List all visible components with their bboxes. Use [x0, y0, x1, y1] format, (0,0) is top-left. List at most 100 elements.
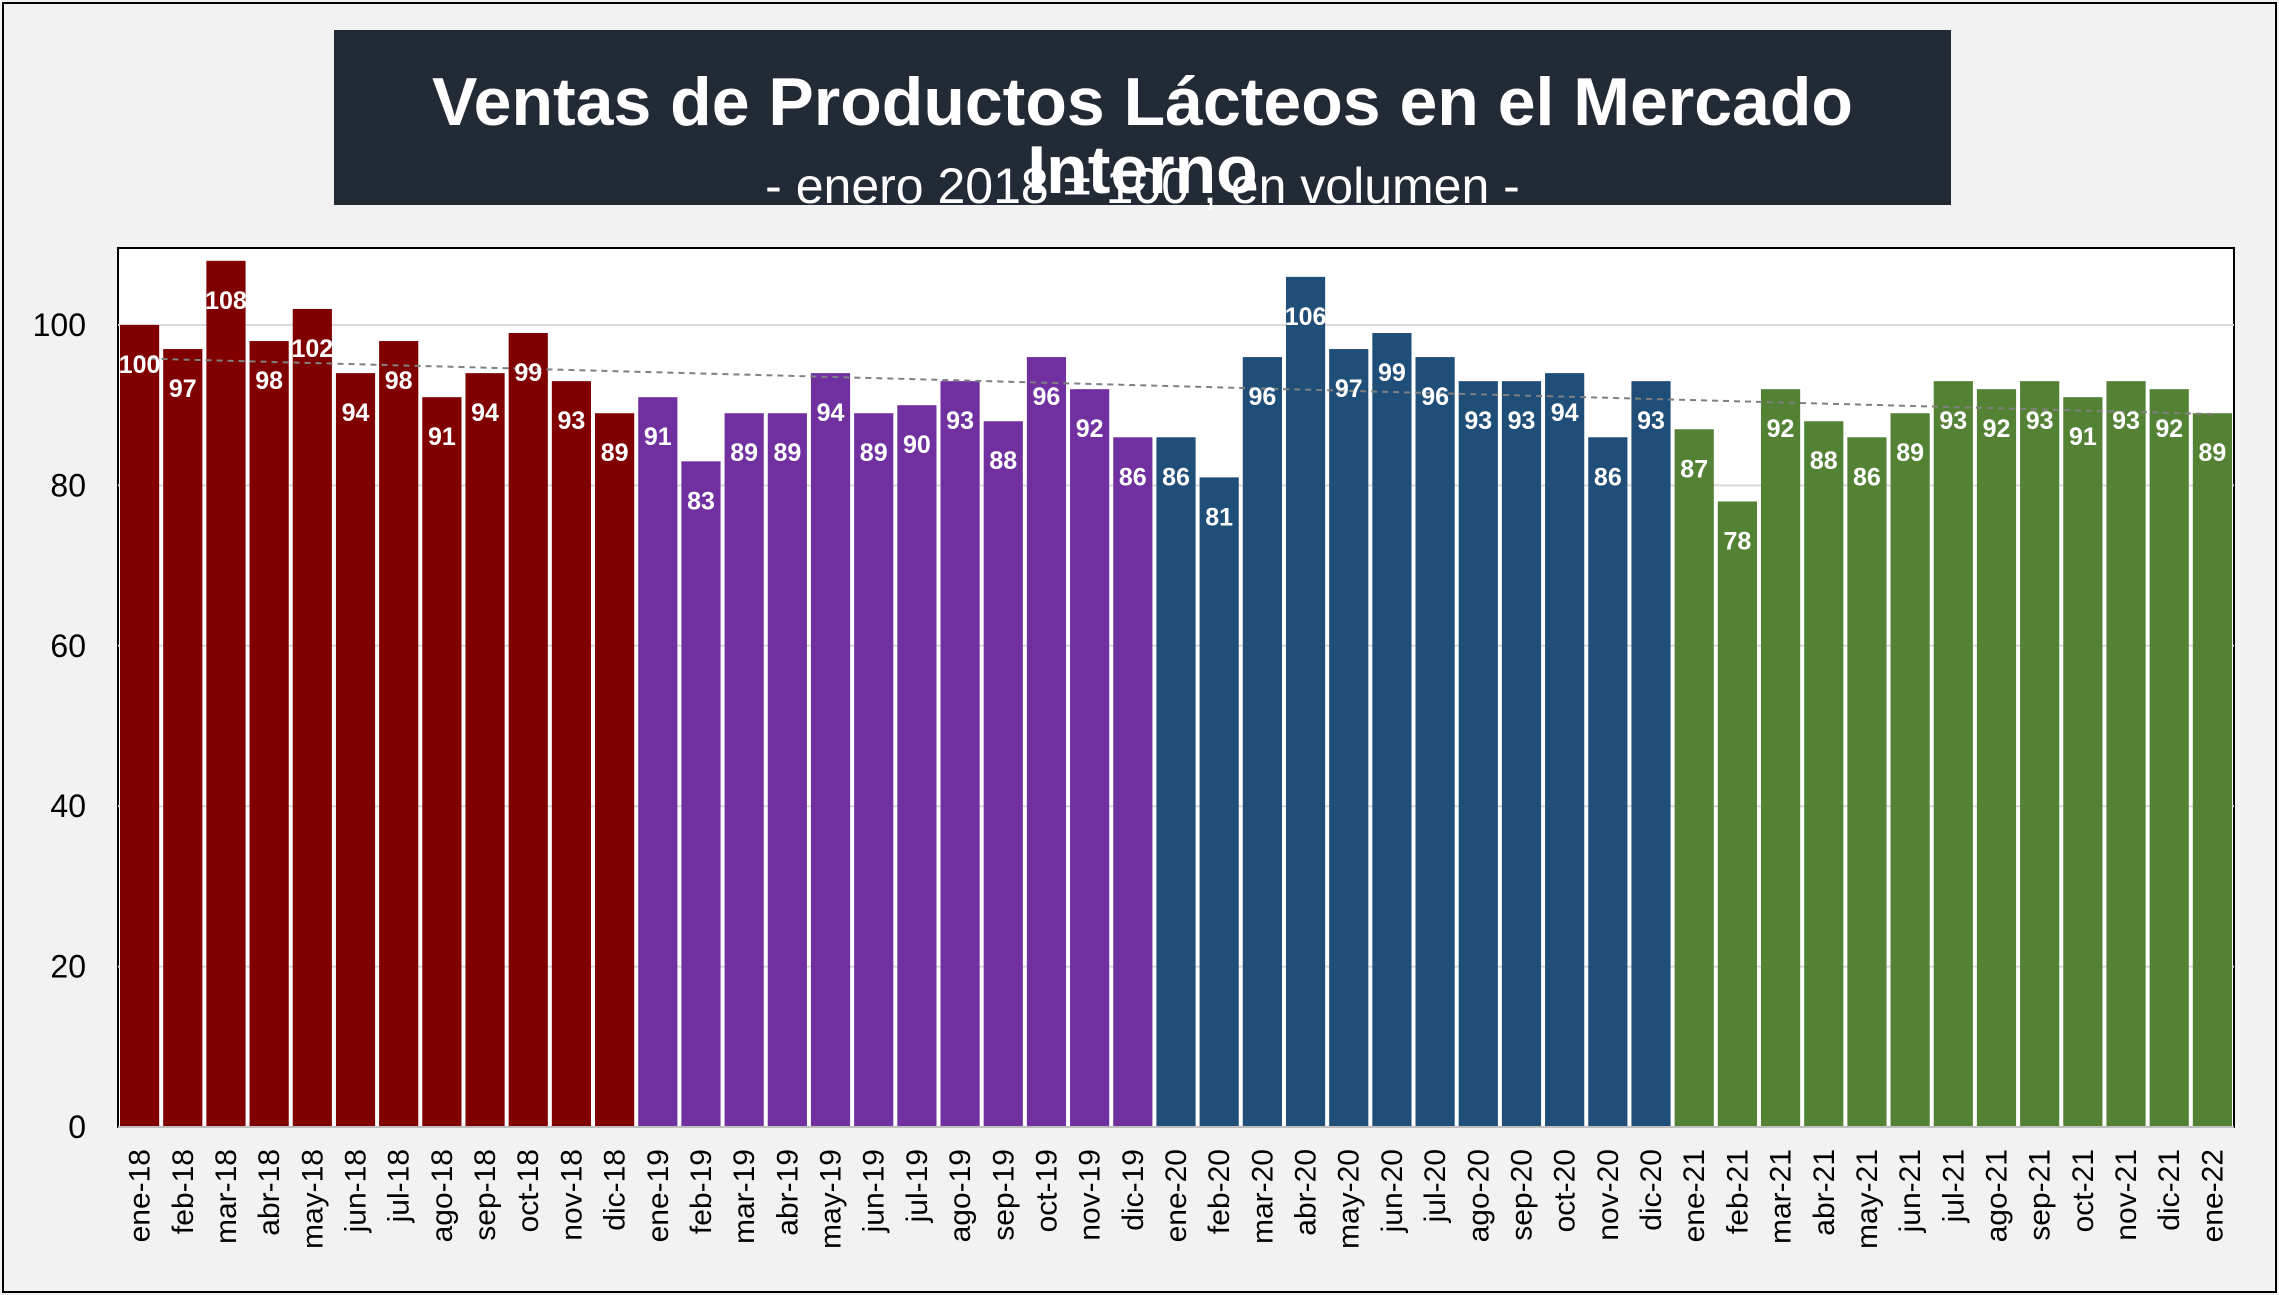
x-tick-label: ago-21	[1980, 1149, 2013, 1242]
bar	[1976, 389, 2017, 1127]
bar	[120, 325, 160, 1127]
bar	[1545, 373, 1585, 1127]
bar	[1804, 421, 1844, 1127]
bar	[2192, 413, 2232, 1128]
bar	[1199, 477, 1239, 1127]
data-label: 108	[205, 287, 247, 315]
data-label: 92	[2155, 415, 2183, 443]
x-tick-label: mar-21	[1765, 1149, 1798, 1244]
x-tick-label: ene-19	[642, 1149, 675, 1242]
data-label: 89	[730, 439, 758, 467]
x-tick-label: dic-21	[2153, 1149, 2186, 1231]
bar	[1242, 357, 1282, 1128]
x-tick-label: jul-21	[1937, 1149, 1970, 1223]
bar	[1588, 437, 1628, 1127]
bar	[983, 421, 1023, 1127]
data-label: 92	[1767, 415, 1795, 443]
chart-subtitle: - enero 2018 = 100 , en volumen -	[765, 158, 1520, 214]
bar	[1415, 357, 1455, 1128]
data-label: 91	[2069, 423, 2097, 451]
data-label: 92	[1983, 415, 2011, 443]
bar	[1458, 381, 1498, 1127]
data-label: 93	[1508, 407, 1536, 435]
x-tick-label: ene-18	[124, 1149, 157, 1242]
x-tick-label: mar-18	[210, 1149, 243, 1244]
data-label: 93	[1939, 407, 1967, 435]
bar	[379, 341, 419, 1127]
bar	[508, 333, 548, 1127]
data-label: 94	[342, 399, 370, 427]
x-tick-label: jul-19	[901, 1149, 934, 1223]
x-tick-label: oct-18	[512, 1149, 545, 1232]
x-tick-label: sep-20	[1505, 1149, 1538, 1241]
data-label: 87	[1680, 455, 1708, 483]
x-tick-label: ene-21	[1678, 1149, 1711, 1242]
bar	[1372, 333, 1412, 1127]
bar	[1501, 381, 1542, 1127]
bar	[810, 373, 851, 1127]
bar	[767, 413, 807, 1128]
x-tick-label: may-21	[1851, 1149, 1884, 1249]
data-label: 93	[2026, 407, 2054, 435]
x-tick-label: jun-21	[1894, 1149, 1927, 1233]
bar	[638, 397, 678, 1127]
data-label: 88	[1810, 447, 1838, 475]
data-label: 99	[514, 359, 542, 387]
y-tick-label: 100	[33, 307, 86, 343]
x-tick-label: may-20	[1333, 1149, 1366, 1249]
bar	[854, 413, 894, 1128]
data-label: 97	[169, 375, 197, 403]
y-tick-label: 20	[50, 949, 86, 985]
data-label: 81	[1205, 503, 1233, 531]
data-label: 93	[1637, 407, 1665, 435]
bar	[1026, 357, 1067, 1128]
y-tick-label: 60	[50, 628, 86, 664]
x-tick-label: dic-20	[1635, 1149, 1668, 1231]
bar	[422, 397, 462, 1127]
x-tick-label: abr-18	[253, 1149, 286, 1236]
data-label: 89	[1896, 439, 1924, 467]
data-label: 89	[773, 439, 801, 467]
data-label: 96	[1248, 383, 1276, 411]
data-label: 93	[558, 407, 586, 435]
bar	[897, 405, 937, 1127]
x-tick-label: nov-21	[2110, 1149, 2143, 1241]
data-label: 94	[1551, 399, 1579, 427]
data-label: 100	[119, 351, 161, 379]
x-tick-label: ago-18	[426, 1149, 459, 1242]
data-label: 106	[1285, 303, 1327, 331]
x-tick-label: jun-18	[340, 1149, 373, 1233]
bar	[2063, 397, 2103, 1127]
chart-title: Ventas de Productos Lácteos en el Mercad…	[432, 64, 1853, 208]
x-tick-label: feb-18	[167, 1149, 200, 1234]
x-tick-label: oct-20	[1549, 1149, 1582, 1232]
bar	[1113, 437, 1153, 1127]
data-label: 89	[2199, 439, 2227, 467]
y-tick-label: 80	[50, 467, 86, 503]
data-label: 93	[946, 407, 974, 435]
x-tick-label: abr-19	[771, 1149, 804, 1236]
x-tick-label: feb-19	[685, 1149, 718, 1234]
x-tick-label: ene-22	[2196, 1149, 2229, 1242]
data-label: 86	[1594, 463, 1622, 491]
x-tick-label: ago-19	[944, 1149, 977, 1242]
data-label: 98	[385, 367, 413, 395]
bar	[1329, 349, 1369, 1127]
data-label: 88	[989, 447, 1017, 475]
bar	[2020, 381, 2060, 1127]
data-label: 91	[644, 423, 672, 451]
x-tick-label: nov-20	[1592, 1149, 1625, 1241]
y-tick-label: 40	[50, 788, 86, 824]
x-tick-label: nov-19	[1074, 1149, 1107, 1241]
data-label: 97	[1335, 375, 1363, 403]
x-tick-label: may-19	[815, 1149, 848, 1249]
trendline	[139, 357, 2213, 416]
data-label: 96	[1421, 383, 1449, 411]
data-label: 91	[428, 423, 456, 451]
x-tick-label: abr-21	[1808, 1149, 1841, 1236]
x-tick-label: abr-20	[1290, 1149, 1323, 1236]
data-label: 89	[860, 439, 888, 467]
bar	[206, 260, 246, 1128]
data-label: 99	[1378, 359, 1406, 387]
x-tick-label: sep-18	[469, 1149, 502, 1241]
